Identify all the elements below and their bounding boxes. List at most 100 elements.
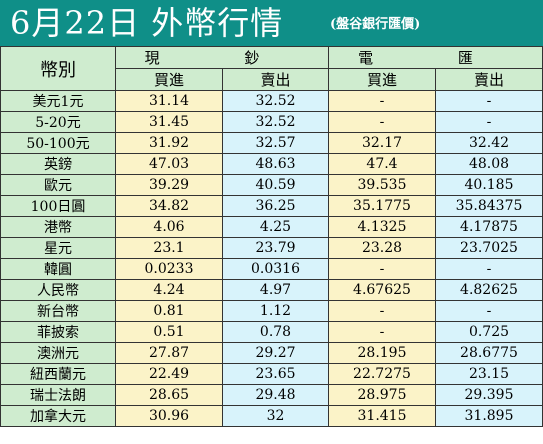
cash-buy-value: 28.65 xyxy=(115,384,223,406)
transfer-buy-value: 31.415 xyxy=(328,405,436,427)
table-row: 菲披索 0.51 0.78-0.725 xyxy=(0,321,543,343)
cash-buy-value: 4.06 xyxy=(115,216,223,238)
transfer-sell-value: 31.895 xyxy=(435,405,543,427)
cash-sell-value: 32.57 xyxy=(222,132,329,154)
transfer-sell-value: 28.6775 xyxy=(435,342,543,364)
transfer-buy-value: - xyxy=(328,300,436,322)
currency-name: 50-100元 xyxy=(0,132,116,154)
table-row: 加拿大元 30.96 32 31.415 31.895 xyxy=(0,405,543,427)
table-row: 韓圓 0.0233 0.0316- - xyxy=(0,258,543,280)
transfer-buy-value: - xyxy=(328,258,436,280)
transfer-sell-value: - xyxy=(435,90,543,112)
cash-buy-value: 0.51 xyxy=(115,321,223,343)
transfer-sell-value: - xyxy=(435,300,543,322)
currency-name: 韓圓 xyxy=(0,258,116,280)
transfer-sell-value: 48.08 xyxy=(435,153,543,175)
transfer-buy-value: 28.195 xyxy=(328,342,436,364)
currency-name: 人民幣 xyxy=(0,279,116,301)
currency-name: 美元1元 xyxy=(0,90,116,112)
transfer-buy-value: 32.17 xyxy=(328,132,436,154)
transfer-sell-value: 4.17875 xyxy=(435,216,543,238)
transfer-buy-value: 22.7275 xyxy=(328,363,436,385)
transfer-sell-value: 35.84375 xyxy=(435,195,543,217)
cash-buy-value: 31.45 xyxy=(115,111,223,133)
transfer-buy-value: 4.67625 xyxy=(328,279,436,301)
transfer-sell-value: 23.7025 xyxy=(435,237,543,259)
table-row: 人民幣 4.24 4.97 4.67625 4.82625 xyxy=(0,279,543,301)
transfer-sell-header: 賣出 xyxy=(435,68,543,91)
page-subtitle: (盤谷銀行匯價) xyxy=(330,17,421,32)
table-row: 紐西蘭元 22.49 23.65 22.7275 23.15 xyxy=(0,363,543,385)
page-title: 6月22日 外幣行情 xyxy=(10,4,284,42)
table-row: 100日圓 34.82 36.25 35.1775 35.84375 xyxy=(0,195,543,217)
cash-sell-value: 23.65 xyxy=(222,363,329,385)
transfer-sell-value: 32.42 xyxy=(435,132,543,154)
cash-sell-value: 0.0316 xyxy=(222,258,329,280)
transfer-sell-value: - xyxy=(435,258,543,280)
cash-sell-value: 4.25 xyxy=(222,216,329,238)
cash-buy-value: 0.81 xyxy=(115,300,223,322)
currency-name: 星元 xyxy=(0,237,116,259)
transfer-buy-value: 28.975 xyxy=(328,384,436,406)
transfer-buy-value: 47.4 xyxy=(328,153,436,175)
cash-sell-value: 23.79 xyxy=(222,237,329,259)
transfer-sell-value: 4.82625 xyxy=(435,279,543,301)
table-row: 瑞士法朗 28.65 29.48 28.975 29.395 xyxy=(0,384,543,406)
cash-buy-value: 31.92 xyxy=(115,132,223,154)
currency-name: 加拿大元 xyxy=(0,405,116,427)
transfer-buy-value: 23.28 xyxy=(328,237,436,259)
cash-buy-value: 27.87 xyxy=(115,342,223,364)
transfer-group-header: 電 匯 xyxy=(328,46,543,69)
transfer-sell-value: 23.15 xyxy=(435,363,543,385)
cash-sell-value: 32 xyxy=(222,405,329,427)
table-row: 新台幣 0.81 1.12- - xyxy=(0,300,543,322)
cash-buy-value: 4.24 xyxy=(115,279,223,301)
cash-buy-value: 39.29 xyxy=(115,174,223,196)
cash-sell-value: 0.78 xyxy=(222,321,329,343)
currency-name: 港幣 xyxy=(0,216,116,238)
table-row: 5-20元 31.45 32.52- - xyxy=(0,111,543,133)
table-row: 星元 23.1 23.79 23.28 23.7025 xyxy=(0,237,543,259)
currency-name: 英鎊 xyxy=(0,153,116,175)
cash-buy-value: 0.0233 xyxy=(115,258,223,280)
title-bar: 6月22日 外幣行情 (盤谷銀行匯價) xyxy=(0,0,543,46)
transfer-buy-value: 35.1775 xyxy=(328,195,436,217)
transfer-buy-value: - xyxy=(328,321,436,343)
transfer-buy-value: - xyxy=(328,111,436,133)
currency-name: 新台幣 xyxy=(0,300,116,322)
cash-sell-header: 賣出 xyxy=(222,68,329,91)
currency-name: 菲披索 xyxy=(0,321,116,343)
transfer-buy-value: - xyxy=(328,90,436,112)
cash-sell-value: 32.52 xyxy=(222,90,329,112)
table-row: 歐元 39.29 40.59 39.535 40.185 xyxy=(0,174,543,196)
cash-sell-value: 29.27 xyxy=(222,342,329,364)
currency-name: 紐西蘭元 xyxy=(0,363,116,385)
cash-sell-value: 40.59 xyxy=(222,174,329,196)
transfer-sell-value: 29.395 xyxy=(435,384,543,406)
cash-sell-value: 1.12 xyxy=(222,300,329,322)
exchange-rate-table: 幣別 現 鈔 電 匯 買進 賣出 買進 賣出 美元1元 31.14 32.52- -5… xyxy=(0,46,543,427)
table-row: 美元1元 31.14 32.52- - xyxy=(0,90,543,112)
currency-name: 100日圓 xyxy=(0,195,116,217)
currency-name: 5-20元 xyxy=(0,111,116,133)
cash-group-header: 現 鈔 xyxy=(115,46,329,69)
currency-name: 瑞士法朗 xyxy=(0,384,116,406)
cash-sell-value: 4.97 xyxy=(222,279,329,301)
cash-sell-value: 29.48 xyxy=(222,384,329,406)
cash-sell-value: 32.52 xyxy=(222,111,329,133)
cash-buy-value: 47.03 xyxy=(115,153,223,175)
cash-sell-value: 36.25 xyxy=(222,195,329,217)
transfer-buy-header: 買進 xyxy=(328,68,436,91)
table-row: 港幣 4.06 4.25 4.1325 4.17875 xyxy=(0,216,543,238)
transfer-sell-value: - xyxy=(435,111,543,133)
transfer-sell-value: 40.185 xyxy=(435,174,543,196)
cash-buy-value: 30.96 xyxy=(115,405,223,427)
transfer-buy-value: 4.1325 xyxy=(328,216,436,238)
cash-buy-value: 34.82 xyxy=(115,195,223,217)
table-row: 50-100元 31.92 32.57 32.17 32.42 xyxy=(0,132,543,154)
currency-name: 歐元 xyxy=(0,174,116,196)
currency-name: 澳洲元 xyxy=(0,342,116,364)
table-row: 英鎊 47.03 48.63 47.4 48.08 xyxy=(0,153,543,175)
cash-sell-value: 48.63 xyxy=(222,153,329,175)
